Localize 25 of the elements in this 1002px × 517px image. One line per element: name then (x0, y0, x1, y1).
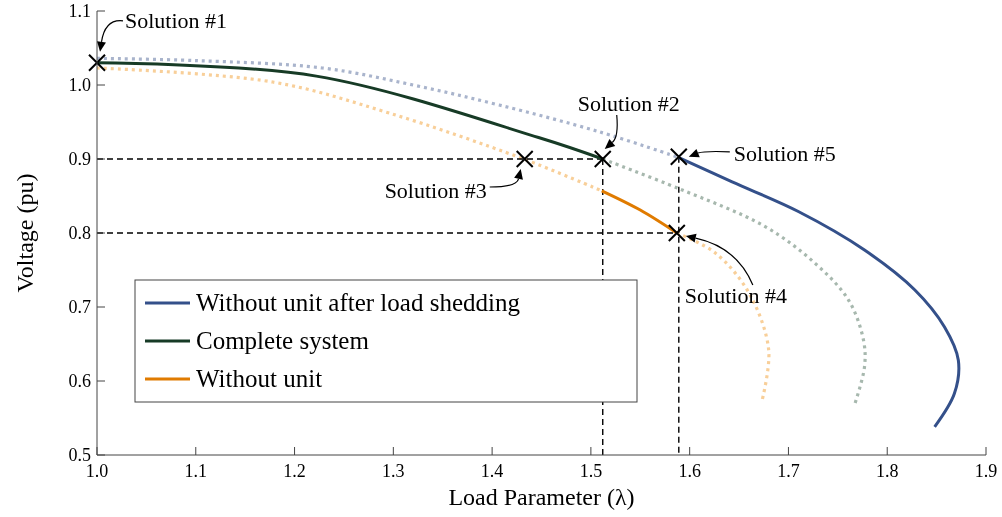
y-axis-title: Voltage (pu) (12, 173, 38, 293)
legend-label: Complete system (196, 327, 370, 354)
y-tick-label: 0.9 (68, 149, 91, 169)
annotation: Solution #4 (684, 283, 787, 308)
annotation: Solution #1 (125, 7, 228, 33)
x-tick-label: 1.7 (777, 461, 800, 481)
annotation: Solution #2 (577, 91, 680, 116)
y-tick-label: 0.6 (68, 371, 91, 391)
x-axis-title: Load Parameter (λ) (448, 484, 635, 510)
x-tick-label: 1.3 (382, 461, 405, 481)
x-tick-label: 1.5 (579, 461, 603, 481)
x-tick-label: 1.9 (974, 461, 998, 481)
x-tick-label: 1.4 (480, 461, 504, 481)
x-tick-label: 1.2 (283, 461, 306, 481)
annotation: Solution #3 (384, 178, 487, 203)
legend-label: Without unit after load shedding (196, 289, 521, 316)
y-tick-label: 1.1 (68, 1, 91, 21)
y-tick-label: 0.7 (68, 297, 91, 317)
x-tick-label: 1.6 (678, 461, 701, 481)
y-tick-label: 0.8 (68, 223, 91, 243)
annotation: Solution #5 (733, 140, 836, 166)
legend-label: Without unit (196, 365, 323, 392)
y-tick-label: 1.0 (68, 75, 91, 95)
x-tick-label: 1.1 (184, 461, 208, 481)
x-tick-label: 1.8 (875, 461, 899, 481)
